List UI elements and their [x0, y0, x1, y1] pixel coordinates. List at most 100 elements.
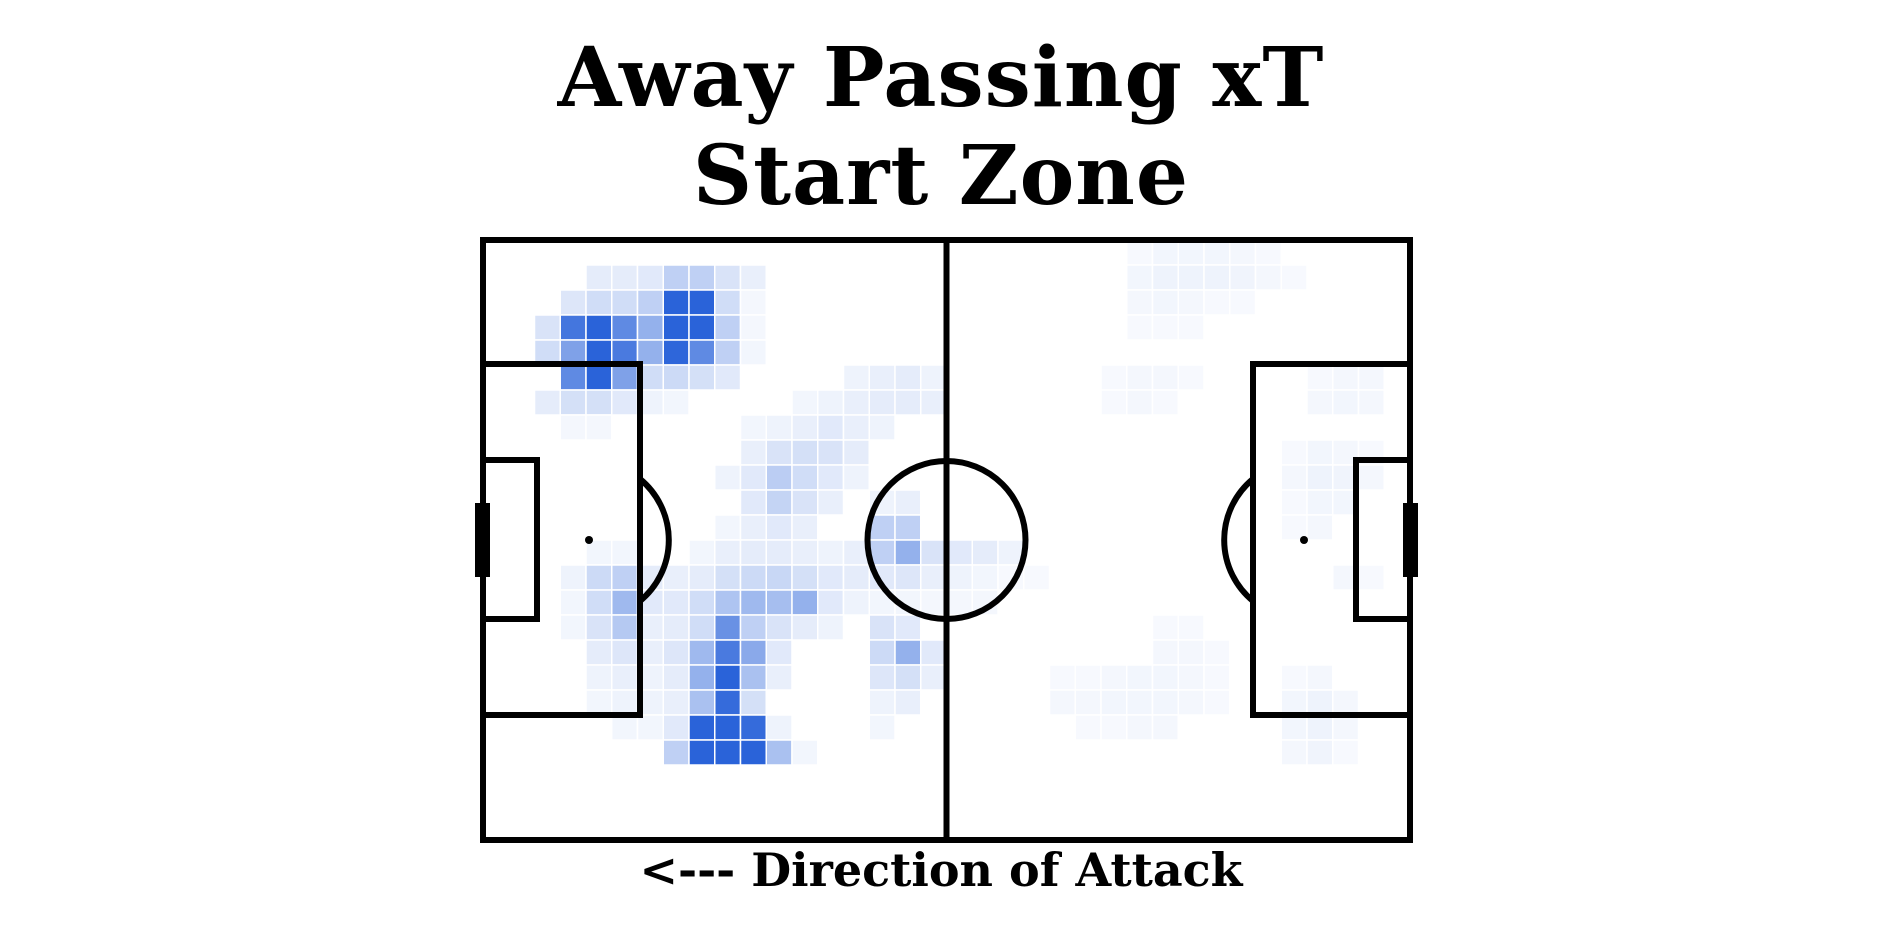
heatmap-cell [1151, 614, 1179, 641]
heatmap-cell [1280, 464, 1308, 491]
heatmap-cell [868, 614, 896, 641]
chart-title-line-2: Start Zone [692, 128, 1190, 224]
heatmap-cell [765, 514, 793, 541]
heatmap-cell [894, 489, 922, 516]
heatmap-cell [894, 364, 922, 391]
heatmap-cell [611, 264, 639, 291]
heatmap-cell [791, 589, 819, 616]
heatmap-cell [714, 364, 742, 391]
heatmap-cell [739, 489, 767, 516]
heatmap-cell [1332, 689, 1360, 716]
heatmap-cell [688, 539, 716, 566]
heatmap-cell [817, 589, 845, 616]
centre-circle [864, 458, 1029, 622]
heatmap-cell [842, 564, 870, 591]
heatmap-cell [791, 614, 819, 641]
heatmap-cell [559, 389, 587, 416]
heatmap-cell [662, 689, 690, 716]
heatmap-cell [688, 314, 716, 341]
heatmap-cell [662, 364, 690, 391]
heatmap-cell [585, 264, 613, 291]
heatmap-cell [1151, 389, 1179, 416]
heatmap-cell [714, 714, 742, 741]
heatmap-cell [688, 614, 716, 641]
heatmap-cell [817, 414, 845, 441]
heatmap-cell [585, 339, 613, 366]
heatmap-cell [714, 339, 742, 366]
right-penalty-spot [1300, 536, 1308, 544]
heatmap-cell [1306, 714, 1334, 741]
heatmap-cell [1151, 364, 1179, 391]
heatmap-cell [765, 739, 793, 766]
heatmap-cell [739, 614, 767, 641]
heatmap-cell [585, 589, 613, 616]
heatmap-cell [662, 589, 690, 616]
heatmap-cell [868, 639, 896, 666]
heatmap-cell [688, 689, 716, 716]
heatmap-cell [1203, 664, 1231, 691]
heatmap-cell [662, 264, 690, 291]
heatmap-cell [842, 464, 870, 491]
heatmap-cell [1126, 289, 1154, 316]
heatmap-cell [1074, 689, 1102, 716]
heatmap-cell [945, 564, 973, 591]
heatmap-cell [1177, 614, 1205, 641]
heatmap-cell [611, 289, 639, 316]
heatmap-cell [739, 589, 767, 616]
heatmap-cell [739, 464, 767, 491]
heatmap-cell [1280, 664, 1308, 691]
heatmap-cell [868, 389, 896, 416]
heatmap-cell [791, 389, 819, 416]
heatmap-cell [636, 289, 664, 316]
heatmap-cell [714, 739, 742, 766]
heatmap-cells [533, 239, 1385, 766]
heatmap-cell [739, 689, 767, 716]
heatmap-cell [1151, 264, 1179, 291]
heatmap-cell [585, 614, 613, 641]
heatmap-cell [1306, 739, 1334, 766]
heatmap-cell [1177, 289, 1205, 316]
heatmap-cell [1126, 314, 1154, 341]
heatmap-cell [559, 414, 587, 441]
heatmap-cell [714, 314, 742, 341]
heatmap-cell [688, 639, 716, 666]
heatmap-cell [868, 414, 896, 441]
heatmap-cell [611, 639, 639, 666]
heatmap-cell [611, 339, 639, 366]
heatmap-cell [894, 614, 922, 641]
heatmap-cell [585, 314, 613, 341]
heatmap-cell [842, 389, 870, 416]
heatmap-cell [894, 389, 922, 416]
heatmap-cell [662, 739, 690, 766]
heatmap-cell [688, 564, 716, 591]
heatmap-cell [1074, 714, 1102, 741]
heatmap-cell [585, 689, 613, 716]
heatmap-cell [739, 314, 767, 341]
heatmap-cell [894, 664, 922, 691]
heatmap-cell [817, 439, 845, 466]
heatmap-cell [1306, 364, 1334, 391]
heatmap-cell [611, 714, 639, 741]
heatmap-cell [714, 614, 742, 641]
heatmap-cell [739, 514, 767, 541]
heatmap-cell [842, 439, 870, 466]
heatmap-cell [585, 414, 613, 441]
heatmap-cell [791, 489, 819, 516]
heatmap-cell [1203, 689, 1231, 716]
heatmap-cell [791, 739, 819, 766]
heatmap-cell [1100, 689, 1128, 716]
heatmap-cell [920, 539, 948, 566]
heatmap-cell [920, 389, 948, 416]
heatmap-cell [791, 414, 819, 441]
heatmap-cell [791, 439, 819, 466]
heatmap-cell [817, 489, 845, 516]
heatmap-cell [945, 589, 973, 616]
heatmap-cell [714, 664, 742, 691]
heatmap-cell [765, 589, 793, 616]
heatmap-cell [1177, 239, 1205, 266]
heatmap-cell [971, 539, 999, 566]
heatmap-cell [688, 664, 716, 691]
heatmap-cell [585, 664, 613, 691]
right-goal [1403, 503, 1418, 577]
heatmap-cell [765, 639, 793, 666]
